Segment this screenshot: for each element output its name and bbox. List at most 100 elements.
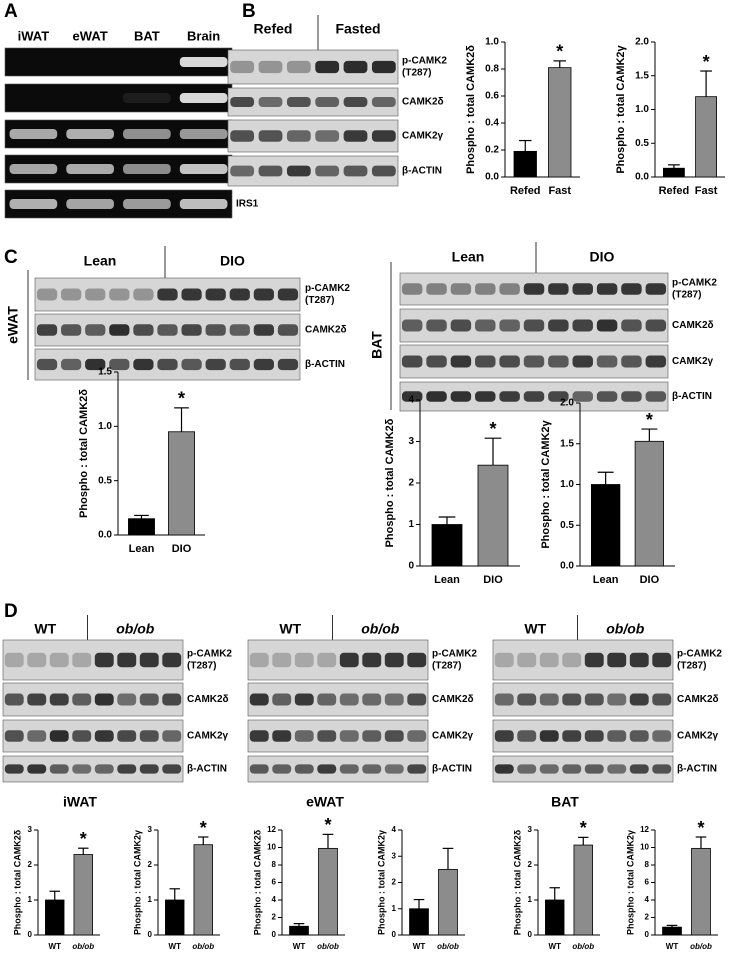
band	[562, 652, 582, 668]
band	[523, 283, 545, 295]
band	[179, 92, 228, 104]
band	[362, 693, 382, 706]
band	[4, 693, 24, 706]
band	[584, 730, 604, 742]
band	[494, 652, 514, 668]
band	[629, 764, 649, 774]
y-tick-label: 0.5	[560, 520, 574, 531]
x-tick-label: WT	[549, 942, 562, 951]
band	[548, 355, 569, 368]
y-tick-label: 1.5	[98, 367, 112, 378]
band	[645, 391, 667, 402]
y-tick-label: 0	[28, 930, 33, 939]
band	[61, 288, 82, 301]
band	[317, 652, 337, 668]
y-tick-label: 1	[408, 519, 414, 530]
band	[181, 288, 202, 301]
x-tick-label: Lean	[129, 543, 155, 555]
y-tick-label: 1	[392, 904, 397, 913]
band	[272, 730, 292, 742]
band	[230, 96, 255, 108]
y-tick-label: 2	[408, 478, 414, 489]
lane-label: eWAT	[73, 28, 108, 43]
band	[401, 355, 423, 368]
band	[286, 60, 311, 74]
y-tick-label: 0.5	[635, 138, 649, 149]
x-tick-label: WT	[293, 942, 306, 951]
band	[117, 764, 137, 774]
y-tick-label: 0	[272, 930, 277, 939]
x-tick-label: DIO	[640, 574, 660, 586]
band	[401, 319, 423, 332]
row-label: IRS1	[236, 199, 259, 210]
group-label: DIO	[590, 249, 615, 265]
y-tick-label: 3	[28, 825, 33, 834]
significance-star: *	[178, 389, 185, 409]
group-label: DIO	[220, 253, 245, 269]
row-label: β-ACTIN	[677, 764, 717, 775]
row-label: β-ACTIN	[187, 764, 227, 775]
y-tick-label: 0	[528, 930, 533, 939]
x-tick-label: Lean	[593, 574, 619, 586]
band	[258, 165, 283, 177]
tissue-title: eWAT	[306, 794, 344, 810]
blot	[227, 119, 399, 153]
y-axis-label: Phospho : total CAMK2γ	[132, 830, 142, 935]
row-label: CAMK2δ	[305, 325, 347, 336]
band	[253, 358, 274, 371]
band	[230, 165, 255, 177]
bar	[409, 908, 429, 936]
band	[230, 130, 255, 142]
band	[426, 391, 447, 402]
row-label: β-ACTIN	[672, 391, 712, 402]
blot	[227, 155, 399, 187]
bar	[45, 899, 65, 936]
band	[4, 730, 24, 742]
band	[162, 730, 182, 742]
band	[139, 730, 159, 742]
significance-star: *	[697, 818, 704, 838]
y-tick-label: 0.0	[485, 172, 499, 183]
band	[517, 764, 537, 774]
band	[523, 319, 545, 332]
y-tick-label: 1.0	[560, 479, 574, 490]
bar	[318, 847, 338, 936]
band	[315, 60, 340, 74]
row-label: p-CAMK2	[402, 56, 447, 67]
significance-star: *	[580, 818, 587, 838]
band	[475, 319, 496, 332]
y-tick-label: 0.0	[98, 530, 112, 541]
tissue-label: eWAT	[5, 306, 21, 344]
band	[475, 391, 496, 402]
y-axis-label: Phospho : total CAMK2δ	[465, 45, 477, 174]
band	[133, 324, 154, 336]
bar	[545, 899, 565, 936]
band	[362, 652, 382, 668]
band	[499, 283, 520, 295]
band	[72, 730, 92, 742]
band	[407, 652, 427, 668]
x-tick-label: WT	[413, 942, 426, 951]
band	[645, 355, 667, 368]
significance-star: *	[556, 42, 563, 62]
band	[384, 652, 404, 668]
x-tick-label: Refed	[510, 185, 541, 197]
panel-letter: A	[4, 1, 18, 22]
band	[607, 764, 627, 774]
y-tick-label: 1	[528, 895, 533, 904]
band	[343, 60, 368, 74]
row-label: β-ACTIN	[402, 166, 442, 177]
band	[49, 693, 69, 706]
band	[339, 652, 359, 668]
band	[61, 358, 82, 371]
band	[229, 288, 250, 301]
significance-star: *	[200, 818, 207, 838]
band	[426, 283, 447, 295]
band	[343, 96, 368, 108]
band	[230, 60, 255, 74]
band	[517, 652, 537, 668]
band	[66, 198, 114, 210]
band	[607, 730, 627, 742]
band	[36, 324, 58, 336]
